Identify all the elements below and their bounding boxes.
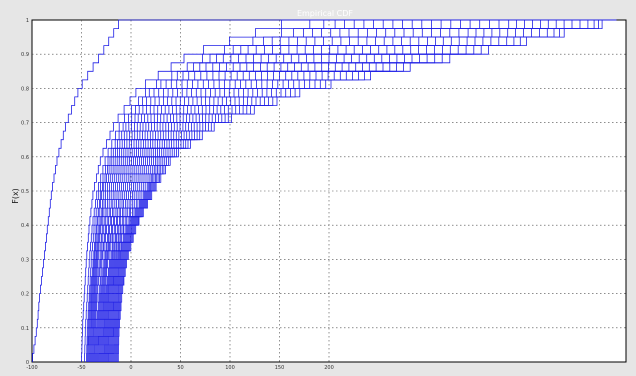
ecdf-series-line bbox=[117, 19, 617, 362]
y-tick-label: 1 bbox=[26, 18, 29, 24]
ecdf-series-line bbox=[81, 19, 617, 362]
y-tick-label: 0.7 bbox=[21, 121, 29, 127]
y-tick-label: 0 bbox=[26, 360, 29, 366]
y-tick-labels: 0 0.1 0.2 0.3 0.4 0.5 0.6 0.7 0.8 0.9 1 bbox=[21, 18, 29, 366]
x-tick-label: -50 bbox=[77, 365, 85, 371]
y-tick-label: 0.1 bbox=[21, 326, 29, 332]
x-tick-labels: -100 -50 0 50 100 150 200 bbox=[26, 365, 333, 371]
x-tick-label: 50 bbox=[177, 365, 183, 371]
y-tick-label: 0.9 bbox=[21, 52, 29, 58]
x-tick-label: 100 bbox=[225, 365, 235, 371]
y-tick-label: 0.5 bbox=[21, 189, 29, 195]
y-tick-label: 0.8 bbox=[21, 86, 29, 92]
x-tick-label: 150 bbox=[275, 365, 285, 371]
chart-title: Empirical CDF bbox=[297, 9, 353, 18]
y-axis-label: F(x) bbox=[11, 188, 20, 204]
ecdf-series-line bbox=[32, 19, 617, 362]
x-tick-label: 200 bbox=[324, 365, 334, 371]
y-tick-label: 0.6 bbox=[21, 155, 29, 161]
x-tick-label: 0 bbox=[129, 365, 132, 371]
y-tick-label: 0.2 bbox=[21, 292, 29, 298]
x-tick-label: -100 bbox=[26, 365, 37, 371]
series-layer bbox=[32, 19, 617, 362]
y-tick-label: 0.4 bbox=[21, 223, 29, 229]
y-tick-label: 0.3 bbox=[21, 257, 29, 263]
